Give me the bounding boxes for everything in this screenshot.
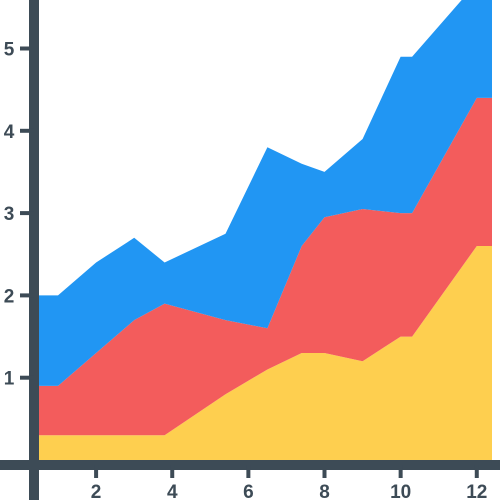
- x-tick-label-10: 10: [390, 482, 411, 500]
- chart-ticks: 12345624681012: [4, 40, 488, 500]
- chart-areas: [39, 0, 492, 460]
- area-series-3: [39, 0, 492, 386]
- x-tick-label-6: 6: [243, 482, 254, 500]
- x-tick-label-4: 4: [167, 482, 178, 500]
- area-series-2: [39, 97, 492, 436]
- area-series-1: [39, 246, 492, 460]
- y-tick-label-5: 5: [4, 40, 15, 61]
- y-tick-label-1: 1: [4, 369, 15, 390]
- x-tick-label-8: 8: [319, 482, 330, 500]
- x-tick-label-2: 2: [91, 482, 102, 500]
- x-tick-label-12: 12: [466, 482, 487, 500]
- y-tick-label-2: 2: [4, 286, 15, 307]
- y-tick-label-3: 3: [4, 204, 15, 225]
- y-tick-label-4: 4: [4, 122, 15, 143]
